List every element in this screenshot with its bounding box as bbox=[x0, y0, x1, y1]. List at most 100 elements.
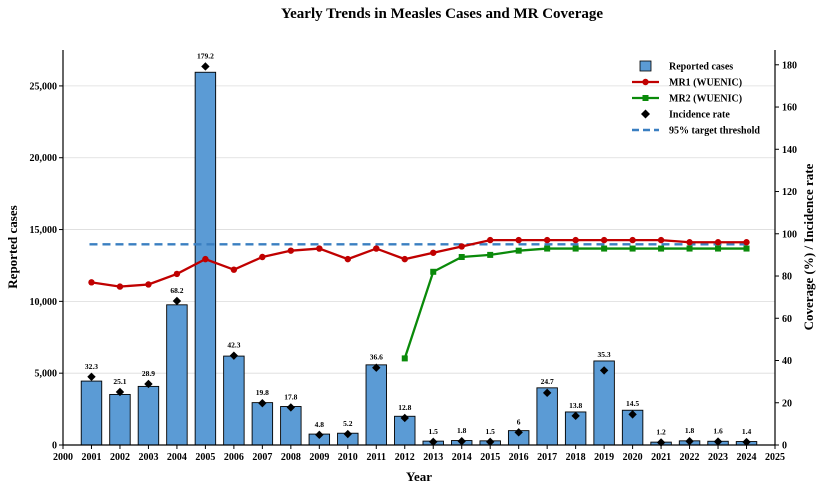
x-tick-label-2000: 2000 bbox=[53, 452, 73, 463]
incidence-point-2019 bbox=[599, 366, 609, 375]
y-axis-title: Reported cases bbox=[5, 205, 20, 288]
bar-2008 bbox=[280, 406, 302, 446]
line-series bbox=[88, 236, 750, 362]
x-tick-label-2001: 2001 bbox=[81, 452, 101, 463]
y2-tick-label-120: 120 bbox=[782, 187, 797, 198]
mr1-point-2023 bbox=[714, 239, 722, 246]
bar-2004 bbox=[166, 304, 188, 446]
mr1-point-2019 bbox=[600, 236, 608, 244]
incidence-label-2019: 35.3 bbox=[598, 350, 611, 359]
x-tick-label-2022: 2022 bbox=[680, 452, 700, 463]
mr1-point-2022 bbox=[686, 239, 693, 246]
mr1-point-2001 bbox=[88, 279, 95, 286]
incidence-point-2022 bbox=[685, 436, 694, 446]
incidence-label-2018: 13.8 bbox=[569, 401, 582, 410]
incidence-label-2022: 1.8 bbox=[685, 426, 695, 435]
mr1-point-2003 bbox=[145, 281, 152, 288]
x-tick-label-2014: 2014 bbox=[452, 452, 472, 463]
mr2-point-2019 bbox=[601, 245, 608, 252]
mr1-point-2014 bbox=[458, 243, 465, 250]
legend-swatch-reported-cases bbox=[639, 60, 652, 72]
incidence-label-2009: 4.8 bbox=[315, 420, 325, 429]
mr1-point-2015 bbox=[487, 236, 494, 244]
y-tick-label-20000: 20,000 bbox=[30, 153, 58, 164]
incidence-point-2024 bbox=[742, 437, 751, 447]
bar-2011 bbox=[365, 364, 387, 446]
legend: Reported cases MR1 (WUENIC) MR2 (WUENIC) In… bbox=[632, 60, 760, 137]
mr1-point-2013 bbox=[430, 249, 437, 256]
x-tick-label-2008: 2008 bbox=[281, 452, 301, 463]
y2-tick-label-40: 40 bbox=[782, 356, 792, 367]
legend-swatch-incidence-rate bbox=[641, 109, 650, 119]
incidence-label-2008: 17.8 bbox=[284, 392, 297, 401]
incidence-label-2001: 32.3 bbox=[85, 362, 98, 371]
x-tick-label-2012: 2012 bbox=[395, 452, 415, 463]
incidence-label-2013: 1.5 bbox=[429, 427, 439, 436]
mr2-point-2016 bbox=[515, 247, 522, 254]
bar-2007 bbox=[251, 402, 274, 446]
bar-2006 bbox=[223, 355, 245, 446]
data-labels: 32.3 25.1 28.9 68.2 179.2 42.3 19.8 17.8 4.8 5.2 3… bbox=[85, 51, 752, 436]
mr2-point-2013 bbox=[430, 268, 437, 275]
incidence-label-2014: 1.8 bbox=[457, 426, 467, 435]
x-tick-label-2018: 2018 bbox=[566, 452, 586, 463]
axes: 2000 2001 2002 2003 2004 2005 2006 2007 2008 2009… bbox=[30, 50, 797, 463]
x-tick-label-2003: 2003 bbox=[138, 452, 158, 463]
x-tick-label-2010: 2010 bbox=[338, 452, 358, 463]
mr2-point-2014 bbox=[458, 254, 465, 261]
x-tick-label-2015: 2015 bbox=[480, 452, 500, 463]
incidence-point-2003 bbox=[144, 379, 153, 389]
x-tick-label-2020: 2020 bbox=[623, 452, 643, 463]
incidence-point-2008 bbox=[286, 403, 296, 412]
incidence-point-2016 bbox=[514, 428, 523, 437]
incidence-point-2020 bbox=[628, 410, 637, 419]
x-tick-label-2002: 2002 bbox=[110, 452, 130, 463]
y2-tick-label-140: 140 bbox=[782, 145, 797, 156]
mr1-point-2006 bbox=[230, 266, 238, 273]
y-tick-label-5000: 5,000 bbox=[35, 369, 58, 380]
x-tick-label-2013: 2013 bbox=[423, 452, 443, 463]
scatter-series bbox=[87, 62, 751, 447]
y-tick-label-10000: 10,000 bbox=[30, 297, 58, 308]
chart-title: Yearly Trends in Measles Cases and MR Co… bbox=[281, 6, 603, 22]
incidence-point-2009 bbox=[315, 430, 324, 440]
incidence-label-2010: 5.2 bbox=[343, 419, 353, 428]
mr1-point-2005 bbox=[202, 255, 209, 263]
mr1-point-2024 bbox=[743, 239, 750, 246]
bar-2003 bbox=[137, 385, 160, 446]
incidence-point-2012 bbox=[400, 413, 409, 423]
mr1-point-2011 bbox=[373, 245, 380, 252]
x-tick-label-2006: 2006 bbox=[224, 452, 244, 463]
mr2-point-2015 bbox=[487, 251, 494, 258]
mr1-point-2020 bbox=[629, 236, 636, 244]
y2-tick-label-180: 180 bbox=[782, 60, 797, 71]
y2-tick-label-160: 160 bbox=[782, 103, 797, 114]
incidence-point-2021 bbox=[656, 438, 666, 447]
x-tick-label-2016: 2016 bbox=[509, 452, 529, 463]
mr1-point-2018 bbox=[572, 236, 579, 244]
mr2-point-2018 bbox=[572, 245, 579, 252]
mr1-point-2012 bbox=[401, 255, 408, 263]
incidence-label-2015: 1.5 bbox=[486, 427, 496, 436]
y-tick-label-25000: 25,000 bbox=[30, 81, 58, 92]
y-tick-label-15000: 15,000 bbox=[30, 225, 58, 236]
x-tick-label-2023: 2023 bbox=[708, 452, 728, 463]
incidence-point-2001 bbox=[87, 372, 96, 381]
x-tick-label-2004: 2004 bbox=[167, 452, 187, 463]
mr2-point-2020 bbox=[629, 245, 636, 252]
mr1-point-2017 bbox=[543, 236, 551, 244]
legend-marker-mr1-wuenic bbox=[642, 78, 649, 86]
mr1-point-2008 bbox=[287, 247, 295, 254]
mr2-point-2023 bbox=[715, 245, 722, 252]
legend-label-reported-cases: Reported cases bbox=[669, 62, 733, 73]
incidence-point-2018 bbox=[571, 411, 580, 421]
incidence-point-2011 bbox=[372, 363, 381, 372]
incidence-label-2004: 68.2 bbox=[170, 286, 183, 295]
incidence-label-2020: 14.5 bbox=[626, 399, 639, 408]
x-tick-label-2019: 2019 bbox=[594, 452, 614, 463]
incidence-point-2015 bbox=[486, 437, 495, 447]
mr1-point-2007 bbox=[259, 253, 266, 261]
incidence-point-2006 bbox=[229, 351, 239, 360]
incidence-label-2011: 36.6 bbox=[370, 353, 383, 362]
